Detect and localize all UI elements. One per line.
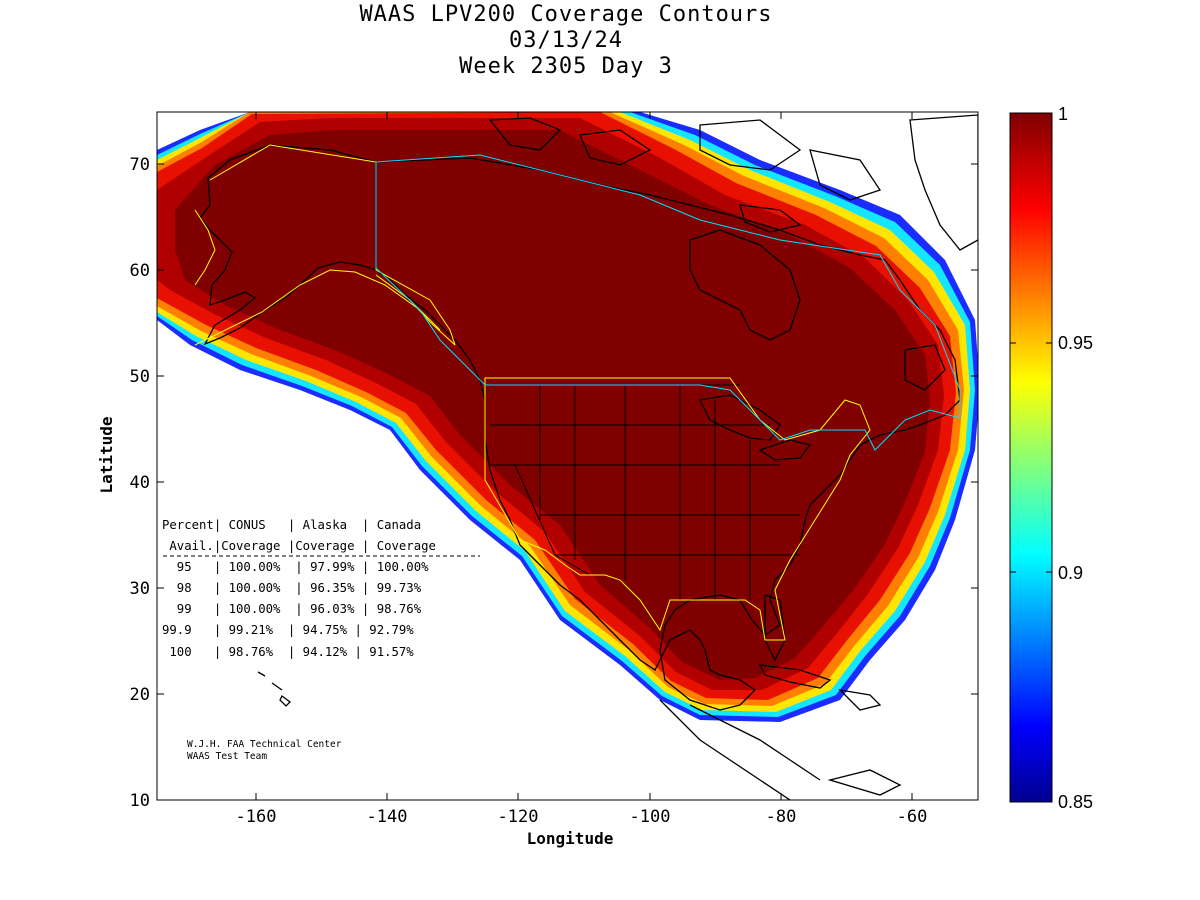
plot-frame <box>156 111 979 801</box>
table-row: 100 | 98.76% | 94.12% | 91.57% <box>162 645 414 660</box>
colorbar-label: 0.9 <box>1058 563 1083 583</box>
table-row: 95 | 100.00% | 97.99% | 100.00% <box>162 560 429 575</box>
x-ticks <box>255 112 913 800</box>
table-header-1: Percent| CONUS | Alaska | Canada <box>162 518 421 533</box>
colorbar-label: 0.85 <box>1058 792 1093 812</box>
x-tick-label: -140 <box>367 807 408 827</box>
colorbar <box>1009 112 1053 803</box>
y-tick-label: 40 <box>130 473 150 493</box>
title-line-3: Week 2305 Day 3 <box>459 54 673 79</box>
contour-full <box>175 130 930 680</box>
colorbar-label: 1 <box>1058 104 1068 124</box>
state-borders <box>490 384 800 600</box>
y-tick-label: 10 <box>130 791 150 811</box>
table-row: 98 | 100.00% | 96.35% | 99.73% <box>162 581 422 596</box>
region-boundaries <box>194 144 961 641</box>
x-tick-label: -60 <box>897 807 928 827</box>
x-tick-label: -120 <box>498 807 539 827</box>
table-row: 99 | 100.00% | 96.03% | 98.76% <box>162 602 422 617</box>
y-tick-label: 50 <box>130 367 150 387</box>
y-axis-label: Latitude <box>97 416 116 493</box>
colorbar-label: 0.95 <box>1058 333 1093 353</box>
table-header-2: Avail.|Coverage |Coverage | Coverage <box>162 539 436 554</box>
colorbar-ticks <box>1010 112 1052 803</box>
y-tick-label: 60 <box>130 261 150 281</box>
y-ticks <box>157 163 978 801</box>
x-tick-label: -80 <box>766 807 797 827</box>
credit-line-2: WAAS Test Team <box>187 751 267 762</box>
y-tick-label: 20 <box>130 685 150 705</box>
y-tick-label: 30 <box>130 579 150 599</box>
coverage-table: Percent| CONUS | Alaska | Canada Avail.|… <box>162 518 480 660</box>
coverage-contours <box>157 112 978 722</box>
x-tick-label: -100 <box>630 807 671 827</box>
title-line-1: WAAS LPV200 Coverage Contours <box>359 2 773 27</box>
credit-line-1: W.J.H. FAA Technical Center <box>187 739 342 750</box>
x-axis-label: Longitude <box>527 829 614 848</box>
x-tick-label: -160 <box>236 807 277 827</box>
table-row: 99.9 | 99.21% | 94.75% | 92.79% <box>162 623 414 638</box>
y-tick-label: 70 <box>130 155 150 175</box>
title-line-2: 03/13/24 <box>509 28 623 53</box>
